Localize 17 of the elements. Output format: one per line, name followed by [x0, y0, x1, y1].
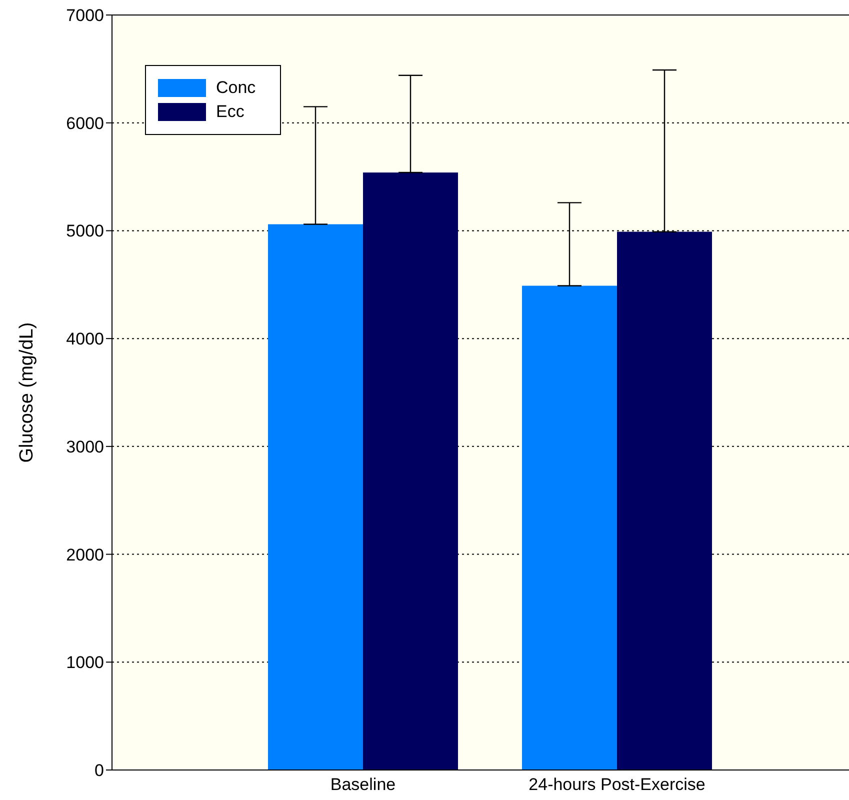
- y-tick-label: 0: [94, 761, 104, 780]
- bar: [617, 232, 712, 770]
- legend-label: Conc: [216, 78, 256, 98]
- y-tick-label: 5000: [66, 222, 104, 241]
- y-tick-label: 2000: [66, 545, 104, 564]
- y-tick-label: 1000: [66, 653, 104, 672]
- x-tick-label: Baseline: [330, 775, 396, 794]
- y-axis-title: Glucose (mg/dL): [16, 322, 38, 463]
- bar: [268, 224, 364, 770]
- bar: [522, 286, 618, 770]
- y-tick-label: 3000: [66, 437, 104, 456]
- bar: [363, 172, 458, 770]
- y-tick-label: 7000: [66, 6, 104, 26]
- y-tick-label: 4000: [66, 330, 104, 349]
- x-tick-label: 24-hours Post-Exercise: [528, 775, 706, 794]
- y-tick-label: 6000: [66, 114, 104, 133]
- legend-label: Ecc: [216, 102, 244, 122]
